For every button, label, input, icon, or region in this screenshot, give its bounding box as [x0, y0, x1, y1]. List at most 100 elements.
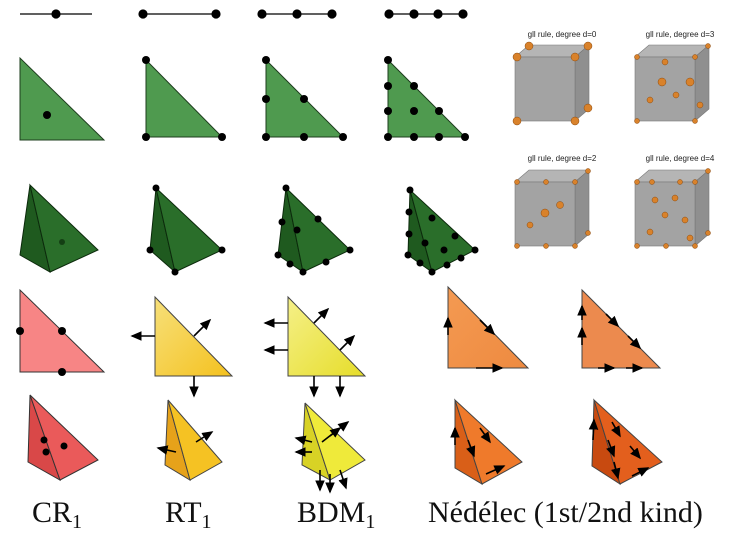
- interval-row-shape: [52, 10, 60, 18]
- tetrahedron-row-shape: [452, 233, 459, 240]
- cube-panel-shape: [584, 104, 592, 112]
- tetrahedron-row-shape: [172, 269, 179, 276]
- cube-panel-shape: [662, 212, 668, 218]
- interval-row-shape: [385, 10, 393, 18]
- cube-panel-shape: [586, 231, 591, 236]
- interval-row: [20, 10, 467, 18]
- vector-tetrahedron-row-shape: [41, 437, 48, 444]
- tetrahedron-row-shape: [294, 227, 301, 234]
- cube-panel-shape: [635, 244, 640, 249]
- cube-panel-shape: [557, 202, 564, 209]
- vector-tetrahedron-row-shape: [43, 449, 50, 456]
- cube-panel-shape: [662, 59, 668, 65]
- triangle-row-shape: [142, 133, 150, 141]
- label-main: RT: [165, 496, 202, 529]
- triangle-row: [20, 56, 469, 141]
- label-main: CR: [32, 496, 72, 529]
- triangle-row-shape: [384, 82, 392, 90]
- vector-triangle-row-shape: [314, 309, 328, 323]
- cube-panel-shape: [573, 244, 578, 249]
- cube-panel-shape: [664, 244, 669, 249]
- interval-row-shape: [258, 10, 266, 18]
- cube-panel: gll rule, degree d=0 gll rule, degree d=…: [513, 30, 715, 249]
- cube-panel-shape: [697, 102, 703, 108]
- vector-triangle-row-shape: [582, 290, 660, 368]
- vector-triangle-row-shape: [58, 327, 66, 335]
- triangle-row-shape: [435, 107, 443, 115]
- triangle-row-shape: [384, 107, 392, 115]
- interval-row-shape: [139, 10, 147, 18]
- tetrahedron-row-shape: [283, 185, 290, 192]
- tetrahedron-row-shape: [429, 215, 436, 222]
- label-main: BDM: [297, 496, 365, 529]
- triangle-row-shape: [339, 133, 347, 141]
- cube-panel-shape: [635, 180, 640, 185]
- cube-panel-shape: [686, 78, 694, 86]
- tetrahedron-row-shape: [458, 255, 465, 262]
- cube-panel-shape: [527, 222, 533, 228]
- cube-panel-shape: [650, 180, 655, 185]
- tetrahedron-row-shape: [147, 247, 154, 254]
- vector-triangle-row-shape: [194, 320, 210, 336]
- tetrahedron-row-shape: [323, 259, 330, 266]
- cube-panel-shape: [571, 117, 579, 125]
- triangle-row-shape: [146, 60, 222, 137]
- cube-panel-shape: [515, 180, 520, 185]
- vector-triangle-row: [16, 287, 660, 396]
- cube-panel-shape: [682, 217, 688, 223]
- tetrahedron-row-shape: [153, 185, 160, 192]
- triangle-row-shape: [262, 133, 270, 141]
- tetrahedron-row-shape: [347, 247, 354, 254]
- cube-panel-shape: [678, 180, 683, 185]
- tetrahedron-row-shape: [406, 231, 413, 238]
- tetrahedron-row: [20, 185, 479, 276]
- interval-row-shape: [212, 10, 220, 18]
- cube-title: gll rule, degree d=3: [646, 30, 715, 39]
- vector-triangle-row-shape: [340, 336, 354, 350]
- tetrahedron-row-shape: [300, 269, 307, 276]
- cube-panel-shape: [658, 78, 666, 86]
- triangle-row-shape: [410, 133, 418, 141]
- triangle-row-shape: [43, 111, 51, 119]
- cube-title: gll rule, degree d=2: [528, 154, 597, 163]
- triangle-row-shape: [384, 133, 392, 141]
- tetrahedron-row-shape: [315, 216, 322, 223]
- interval-row-shape: [293, 10, 301, 18]
- tetrahedron-row-shape: [407, 187, 414, 194]
- element-label: CR1: [32, 496, 82, 533]
- tetrahedron-row-shape: [444, 262, 451, 269]
- tetrahedron-row-shape: [429, 269, 436, 276]
- tetrahedron-row-shape: [279, 219, 286, 226]
- tetrahedron-row-shape: [406, 209, 413, 216]
- vector-triangle-row-shape: [155, 297, 232, 376]
- cube-panel-shape: [647, 97, 653, 103]
- label-subscript: 1: [72, 511, 82, 533]
- interval-row-shape: [328, 10, 336, 18]
- triangle-row-shape: [435, 133, 443, 141]
- vector-triangle-row-shape: [58, 368, 66, 376]
- tetrahedron-row-shape: [441, 247, 448, 254]
- cube-panel-shape: [573, 180, 578, 185]
- cube-panel-shape: [584, 42, 592, 50]
- cube-panel-shape: [652, 197, 658, 203]
- finite-element-diagram: gll rule, degree d=0 gll rule, degree d=…: [0, 0, 745, 533]
- cube-panel-shape: [647, 229, 653, 235]
- cube-panel-shape: [693, 180, 698, 185]
- triangle-row-shape: [300, 95, 308, 103]
- cube-panel-shape: [513, 117, 521, 125]
- triangle-row-shape: [300, 133, 308, 141]
- tetrahedron-row-shape: [405, 252, 412, 259]
- tetrahedron-row-shape: [417, 260, 424, 267]
- triangle-row-shape: [262, 95, 270, 103]
- cube-panel-shape: [515, 170, 589, 246]
- cube-panel-shape: [672, 195, 678, 201]
- triangle-row-shape: [20, 58, 104, 140]
- triangle-row-shape: [262, 56, 270, 64]
- tetrahedron-row-shape: [287, 261, 294, 268]
- cube-panel-shape: [687, 235, 693, 241]
- triangle-row-shape: [410, 82, 418, 90]
- cube-panel-shape: [693, 119, 698, 124]
- vector-tetrahedron-row-shape: [61, 443, 68, 450]
- tetrahedron-row-shape: [422, 240, 429, 247]
- element-label: RT1: [165, 496, 212, 533]
